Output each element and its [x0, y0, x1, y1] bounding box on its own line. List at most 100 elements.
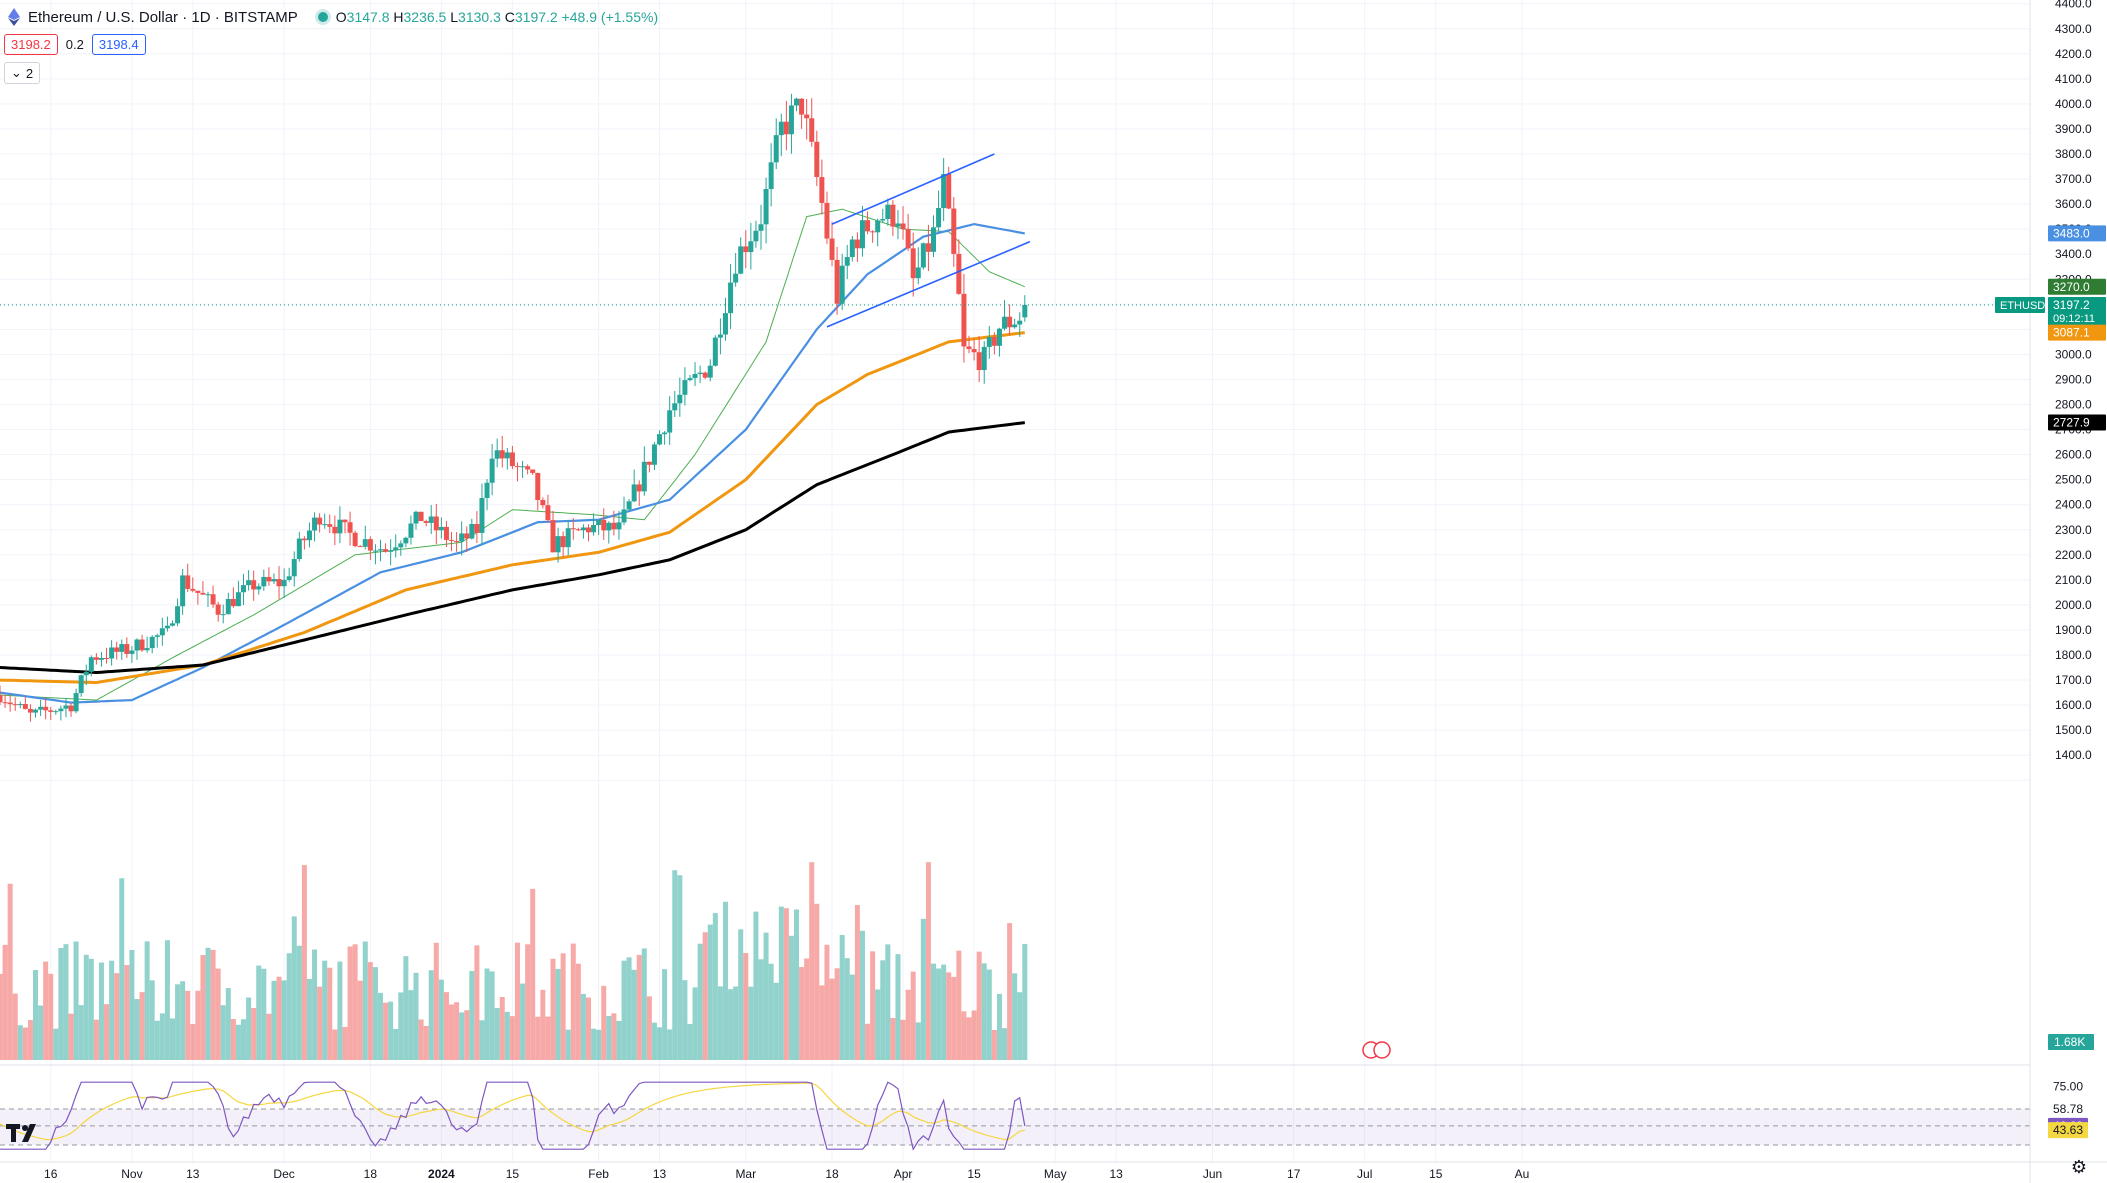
candle-body — [144, 648, 150, 651]
candle-body — [322, 524, 328, 526]
volume-bar — [915, 1022, 921, 1060]
volume-bar — [17, 1025, 23, 1060]
volume-bar — [514, 942, 520, 1060]
candle-body — [454, 540, 460, 542]
volume-bar — [296, 945, 302, 1060]
candle-body — [722, 313, 728, 335]
candle-body — [819, 177, 825, 203]
volume-bar — [535, 1016, 541, 1060]
candle-body — [520, 466, 526, 468]
candle-body — [362, 539, 368, 547]
chevron-down-icon: ⌄ — [11, 65, 22, 80]
candle-body — [68, 705, 74, 712]
candle-body — [885, 204, 891, 220]
candle-body — [489, 458, 495, 483]
candle-body — [357, 546, 363, 548]
volume-bar — [256, 965, 262, 1060]
candle-body — [905, 228, 911, 249]
candle-body — [149, 636, 155, 649]
ma-200-line — [0, 421, 1025, 675]
candle-body — [93, 657, 99, 660]
candle-body — [875, 220, 881, 233]
price-tick-label: 2500.0 — [2055, 473, 2092, 487]
volume-bar — [154, 1020, 160, 1060]
volume-bar — [169, 1018, 175, 1060]
volume-bar — [905, 989, 911, 1060]
volume-bar — [586, 997, 592, 1060]
volume-bar — [408, 990, 414, 1060]
time-tick-label: Apr — [894, 1167, 913, 1181]
candle-body — [129, 650, 135, 654]
volume-bar — [1022, 943, 1028, 1060]
candle-body — [306, 530, 312, 541]
candle-body — [601, 519, 607, 531]
volume-bar — [758, 959, 764, 1060]
candle-body — [484, 482, 490, 499]
rsi-band — [0, 1109, 2030, 1145]
volume-bar — [362, 941, 368, 1060]
volume-bar — [352, 944, 358, 1060]
symbol-header[interactable]: Ethereum / U.S. Dollar · 1D · BITSTAMP O… — [8, 4, 658, 30]
volume-bar — [880, 960, 886, 1060]
time-tick-label: 15 — [506, 1167, 520, 1181]
candle-body — [38, 706, 44, 710]
candle-body — [372, 550, 378, 552]
candle-body — [286, 576, 292, 580]
volume-bar — [692, 987, 698, 1060]
buy-button[interactable]: 3198.4 — [91, 33, 146, 55]
candle-body — [53, 711, 59, 713]
candle-body — [657, 434, 663, 445]
volume-bar — [98, 962, 104, 1060]
price-tick-label: 1400.0 — [2055, 748, 2092, 762]
volume-bar — [367, 962, 373, 1060]
sell-button[interactable]: 3198.2 — [4, 33, 58, 55]
candle-body — [17, 704, 23, 706]
candle-body — [986, 336, 992, 347]
candle-body — [672, 403, 678, 411]
candle-body — [951, 208, 957, 254]
volume-bar — [667, 1029, 673, 1060]
volume-bar — [616, 1020, 622, 1060]
volume-bar — [104, 1004, 110, 1060]
candle-body — [895, 223, 901, 227]
settings-gear-icon[interactable]: ⚙ — [2070, 1157, 2088, 1177]
price-tick-label: 3900.0 — [2055, 122, 2092, 136]
candle-body — [33, 709, 39, 713]
candle-body — [73, 693, 79, 712]
volume-bar — [301, 865, 307, 1060]
volume-bar — [449, 1004, 455, 1060]
volume-bar — [961, 1011, 967, 1060]
volume-bar — [443, 992, 449, 1060]
indicators-toggle[interactable]: ⌄ 2 — [4, 62, 41, 84]
volume-bar — [951, 976, 957, 1060]
time-tick-label: 13 — [186, 1167, 200, 1181]
candle-body — [550, 520, 556, 553]
price-label-box — [2048, 225, 2106, 242]
volume-bar — [469, 971, 475, 1060]
volume-bar — [33, 970, 39, 1060]
volume-bar — [712, 913, 718, 1060]
candle-body — [388, 550, 394, 552]
candle-body — [530, 469, 536, 473]
candle-body — [88, 657, 94, 672]
candle-body — [474, 523, 480, 533]
volume-bar — [73, 941, 79, 1060]
price-label-box — [2048, 278, 2106, 295]
candle-body — [753, 230, 759, 242]
candle-body — [215, 604, 221, 615]
time-tick-label: Nov — [121, 1167, 142, 1181]
candle-body — [890, 204, 896, 227]
candle-body — [783, 121, 789, 135]
price-label: 3270.0 — [2053, 280, 2090, 294]
symbol-title[interactable]: Ethereum / U.S. Dollar · 1D · BITSTAMP — [28, 8, 298, 26]
candle-body — [920, 243, 926, 268]
candle-body — [408, 523, 414, 538]
candle-body — [210, 594, 216, 605]
time-tick-label: Jul — [1357, 1167, 1372, 1181]
candle-body — [575, 529, 581, 531]
volume-bar — [941, 964, 947, 1060]
volume-bar — [144, 941, 150, 1060]
candle-body — [809, 118, 815, 142]
symbol-label: ETHUSD — [2000, 300, 2045, 312]
